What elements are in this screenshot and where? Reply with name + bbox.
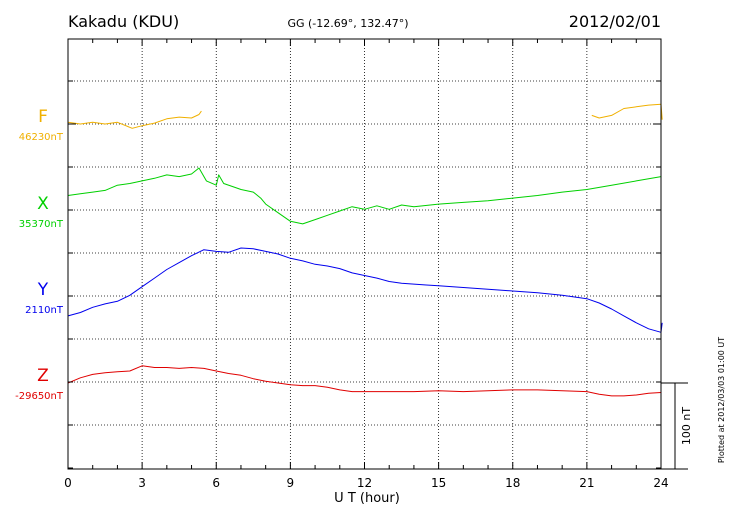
grid-lines bbox=[68, 39, 661, 469]
series-line-x bbox=[67, 167, 662, 225]
x-tick-label: 12 bbox=[357, 476, 372, 490]
x-tick-label: 0 bbox=[64, 476, 72, 490]
series-name-x: X bbox=[37, 194, 49, 214]
series-line-z bbox=[67, 365, 662, 397]
x-axis-label: U T (hour) bbox=[334, 491, 400, 506]
series-line-f bbox=[591, 103, 663, 120]
x-tick-label: 21 bbox=[579, 476, 594, 490]
series-baseline-x: 35370nT bbox=[19, 219, 64, 230]
date-label: 2012/02/01 bbox=[569, 12, 661, 31]
plot-frame bbox=[67, 38, 662, 470]
series-name-y: Y bbox=[37, 280, 49, 300]
scale-bar-label: 100 nT bbox=[680, 407, 693, 445]
plotted-timestamp: Plotted at 2012/03/03 01:00 UT bbox=[717, 337, 726, 463]
series-line-y bbox=[67, 247, 663, 333]
series-baseline-z: -29650nT bbox=[15, 391, 64, 402]
x-tick-label: 15 bbox=[431, 476, 446, 490]
x-tick-label: 18 bbox=[505, 476, 520, 490]
series-baseline-f: 46230nT bbox=[19, 132, 64, 143]
series-name-f: F bbox=[38, 107, 48, 127]
x-tick-label: 6 bbox=[212, 476, 220, 490]
axis-ticks: 0 3 6 9 12 15 18 21 24 bbox=[64, 39, 669, 490]
data-traces bbox=[67, 103, 663, 397]
x-tick-label: 3 bbox=[138, 476, 146, 490]
x-tick-label: 9 bbox=[287, 476, 295, 490]
x-tick-label: 24 bbox=[653, 476, 668, 490]
coordinates-label: GG (-12.69°, 132.47°) bbox=[287, 17, 408, 30]
series-labels: F 46230nT X 35370nT Y 2110nT Z -29650nT bbox=[15, 107, 64, 402]
station-title: Kakadu (KDU) bbox=[68, 12, 179, 31]
series-baseline-y: 2110nT bbox=[25, 305, 64, 316]
series-name-z: Z bbox=[37, 366, 49, 386]
series-line-f bbox=[67, 110, 202, 129]
scale-bar: 100 nT bbox=[661, 382, 693, 470]
